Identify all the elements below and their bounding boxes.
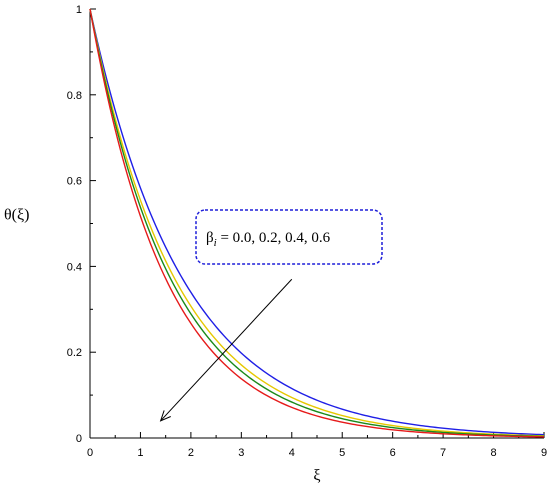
x-tick-label: 4 bbox=[289, 447, 295, 459]
annotation-arrowhead bbox=[159, 410, 171, 422]
y-tick-label: 0.2 bbox=[67, 347, 82, 359]
annotation-symbol: β bbox=[206, 230, 214, 246]
annotation-arrow bbox=[160, 278, 293, 422]
y-tick-label: 0 bbox=[76, 433, 82, 445]
x-axis-title: ξ bbox=[313, 467, 320, 484]
annotation-values: = 0.0, 0.2, 0.4, 0.6 bbox=[217, 230, 331, 246]
series-group bbox=[89, 8, 545, 438]
x-tick-label: 0 bbox=[87, 447, 93, 459]
x-tick-label: 9 bbox=[541, 447, 547, 459]
x-tick-label: 8 bbox=[490, 447, 496, 459]
y-tick-label: 1 bbox=[76, 4, 82, 16]
series-line-3 bbox=[89, 8, 545, 438]
series-line-2 bbox=[89, 8, 545, 437]
series-line-4 bbox=[89, 8, 545, 438]
annotation-text: βi = 0.0, 0.2, 0.4, 0.6 bbox=[206, 230, 331, 249]
x-tick-label: 1 bbox=[137, 447, 143, 459]
y-tick-label: 0.6 bbox=[67, 176, 82, 188]
annotation-box bbox=[195, 209, 383, 265]
y-axis-title: θ(ξ) bbox=[4, 207, 29, 224]
x-tick-label: 3 bbox=[238, 447, 244, 459]
x-tick-label: 7 bbox=[440, 447, 446, 459]
annotation: βi = 0.0, 0.2, 0.4, 0.6 bbox=[159, 209, 383, 422]
annotation-subscript: i bbox=[214, 237, 217, 249]
x-tick-label: 5 bbox=[339, 447, 345, 459]
x-tick-label: 6 bbox=[390, 447, 396, 459]
x-tick-label: 2 bbox=[188, 447, 194, 459]
series-line-1 bbox=[89, 8, 545, 436]
y-tick-label: 0.8 bbox=[67, 90, 82, 102]
y-tick-label: 0.4 bbox=[67, 261, 82, 273]
